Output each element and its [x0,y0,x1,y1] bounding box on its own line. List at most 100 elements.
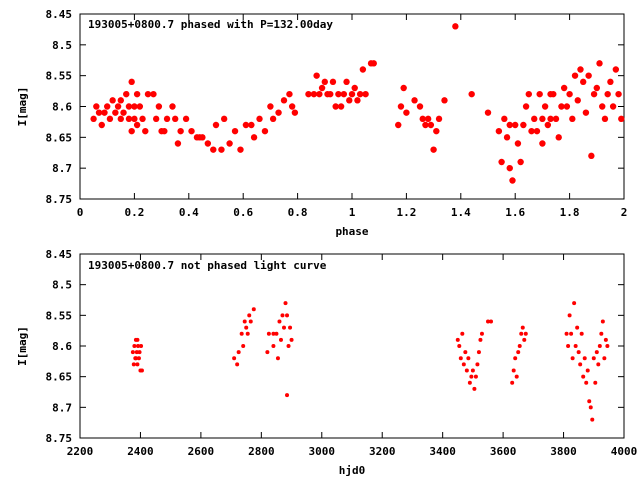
x-tick-label: 3400 [429,445,456,458]
y-tick-label: 8.55 [46,309,73,322]
data-point [582,109,590,116]
data-point [433,127,440,135]
data-point [125,103,133,110]
data-point [517,344,522,348]
data-point [520,121,527,129]
data-point [261,127,269,135]
data-point [285,313,290,318]
data-point [594,350,599,355]
x-tick-label: 1.6 [505,206,525,219]
data-point [558,103,565,110]
data-point [289,337,294,342]
data-point [590,90,598,98]
data-point [511,368,516,373]
data-point [513,356,518,361]
data-point [596,60,603,67]
data-point [430,146,437,153]
data-point [536,90,543,98]
data-point [469,374,474,379]
data-point [424,115,432,123]
data-point [98,121,105,129]
data-point [269,115,277,123]
data-point [566,90,573,98]
x-tick-label: 2400 [127,445,154,458]
data-point [362,90,369,98]
data-point [566,344,571,348]
data-point [235,362,240,367]
data-point [348,90,356,98]
data-point [468,90,475,98]
data-point [139,344,144,348]
data-point [552,115,560,123]
data-point [327,90,334,98]
data-point [177,127,184,135]
data-point [169,103,176,110]
data-point [182,115,190,123]
data-point [136,356,141,361]
data-point [569,331,574,336]
data-point [236,350,241,355]
unphased-light-curve-panel: 2200 2400 2600 2800 3000 3200 3400 3600 3800 4000… [16,248,637,477]
x-tick-label: 2600 [188,445,215,458]
data-point [137,350,142,355]
data-point [232,356,237,361]
data-point [597,344,602,348]
data-point [266,331,271,336]
data-point [288,325,293,330]
data-point [351,84,358,92]
data-point [275,356,280,361]
data-point [210,146,217,153]
data-point [265,350,270,355]
data-point [133,356,138,361]
data-point [120,109,127,116]
data-point [475,362,480,367]
data-point [467,380,472,385]
data-point [288,103,296,110]
data-point [615,90,622,98]
data-point [573,344,578,348]
data-point [277,319,282,324]
data-point [517,158,524,166]
data-point [604,90,611,98]
data-point [128,127,135,135]
y-tick-label: 8.65 [46,371,73,384]
data-point [601,115,609,123]
data-point [199,134,206,141]
data-point [250,134,258,141]
data-point [531,115,538,123]
data-point [519,331,524,336]
data-point [501,115,508,123]
data-point [318,84,326,92]
data-point [602,356,607,361]
data-point [591,356,596,361]
data-point [346,97,353,104]
data-point [455,337,460,342]
data-point [313,72,320,79]
data-point [329,78,337,86]
data-point [411,97,418,104]
data-point [226,140,233,147]
data-point [516,350,521,355]
data-point [248,319,253,324]
data-point [579,331,584,336]
data-point [618,115,625,123]
y-tick-label: 8.7 [52,401,72,414]
data-point [343,78,350,86]
x-axis-label: phase [335,225,368,238]
data-point [275,109,282,116]
data-point [582,356,587,361]
data-point [316,90,323,98]
data-point [422,121,429,129]
phased-light-curve-panel: 0 0.2 0.4 0.6 0.8 1 1.2 1.4 1.6 1.8 2 8.45 8.5 8.55 8.… [16,8,627,238]
data-point [577,66,584,73]
data-point [564,331,569,336]
y-tick-label: 8.6 [52,340,72,353]
data-point [574,97,581,104]
data-point [93,103,100,110]
data-point [286,90,293,98]
data-point [241,344,246,348]
data-point [220,115,228,123]
data-point [571,72,579,79]
data-point [397,103,405,110]
